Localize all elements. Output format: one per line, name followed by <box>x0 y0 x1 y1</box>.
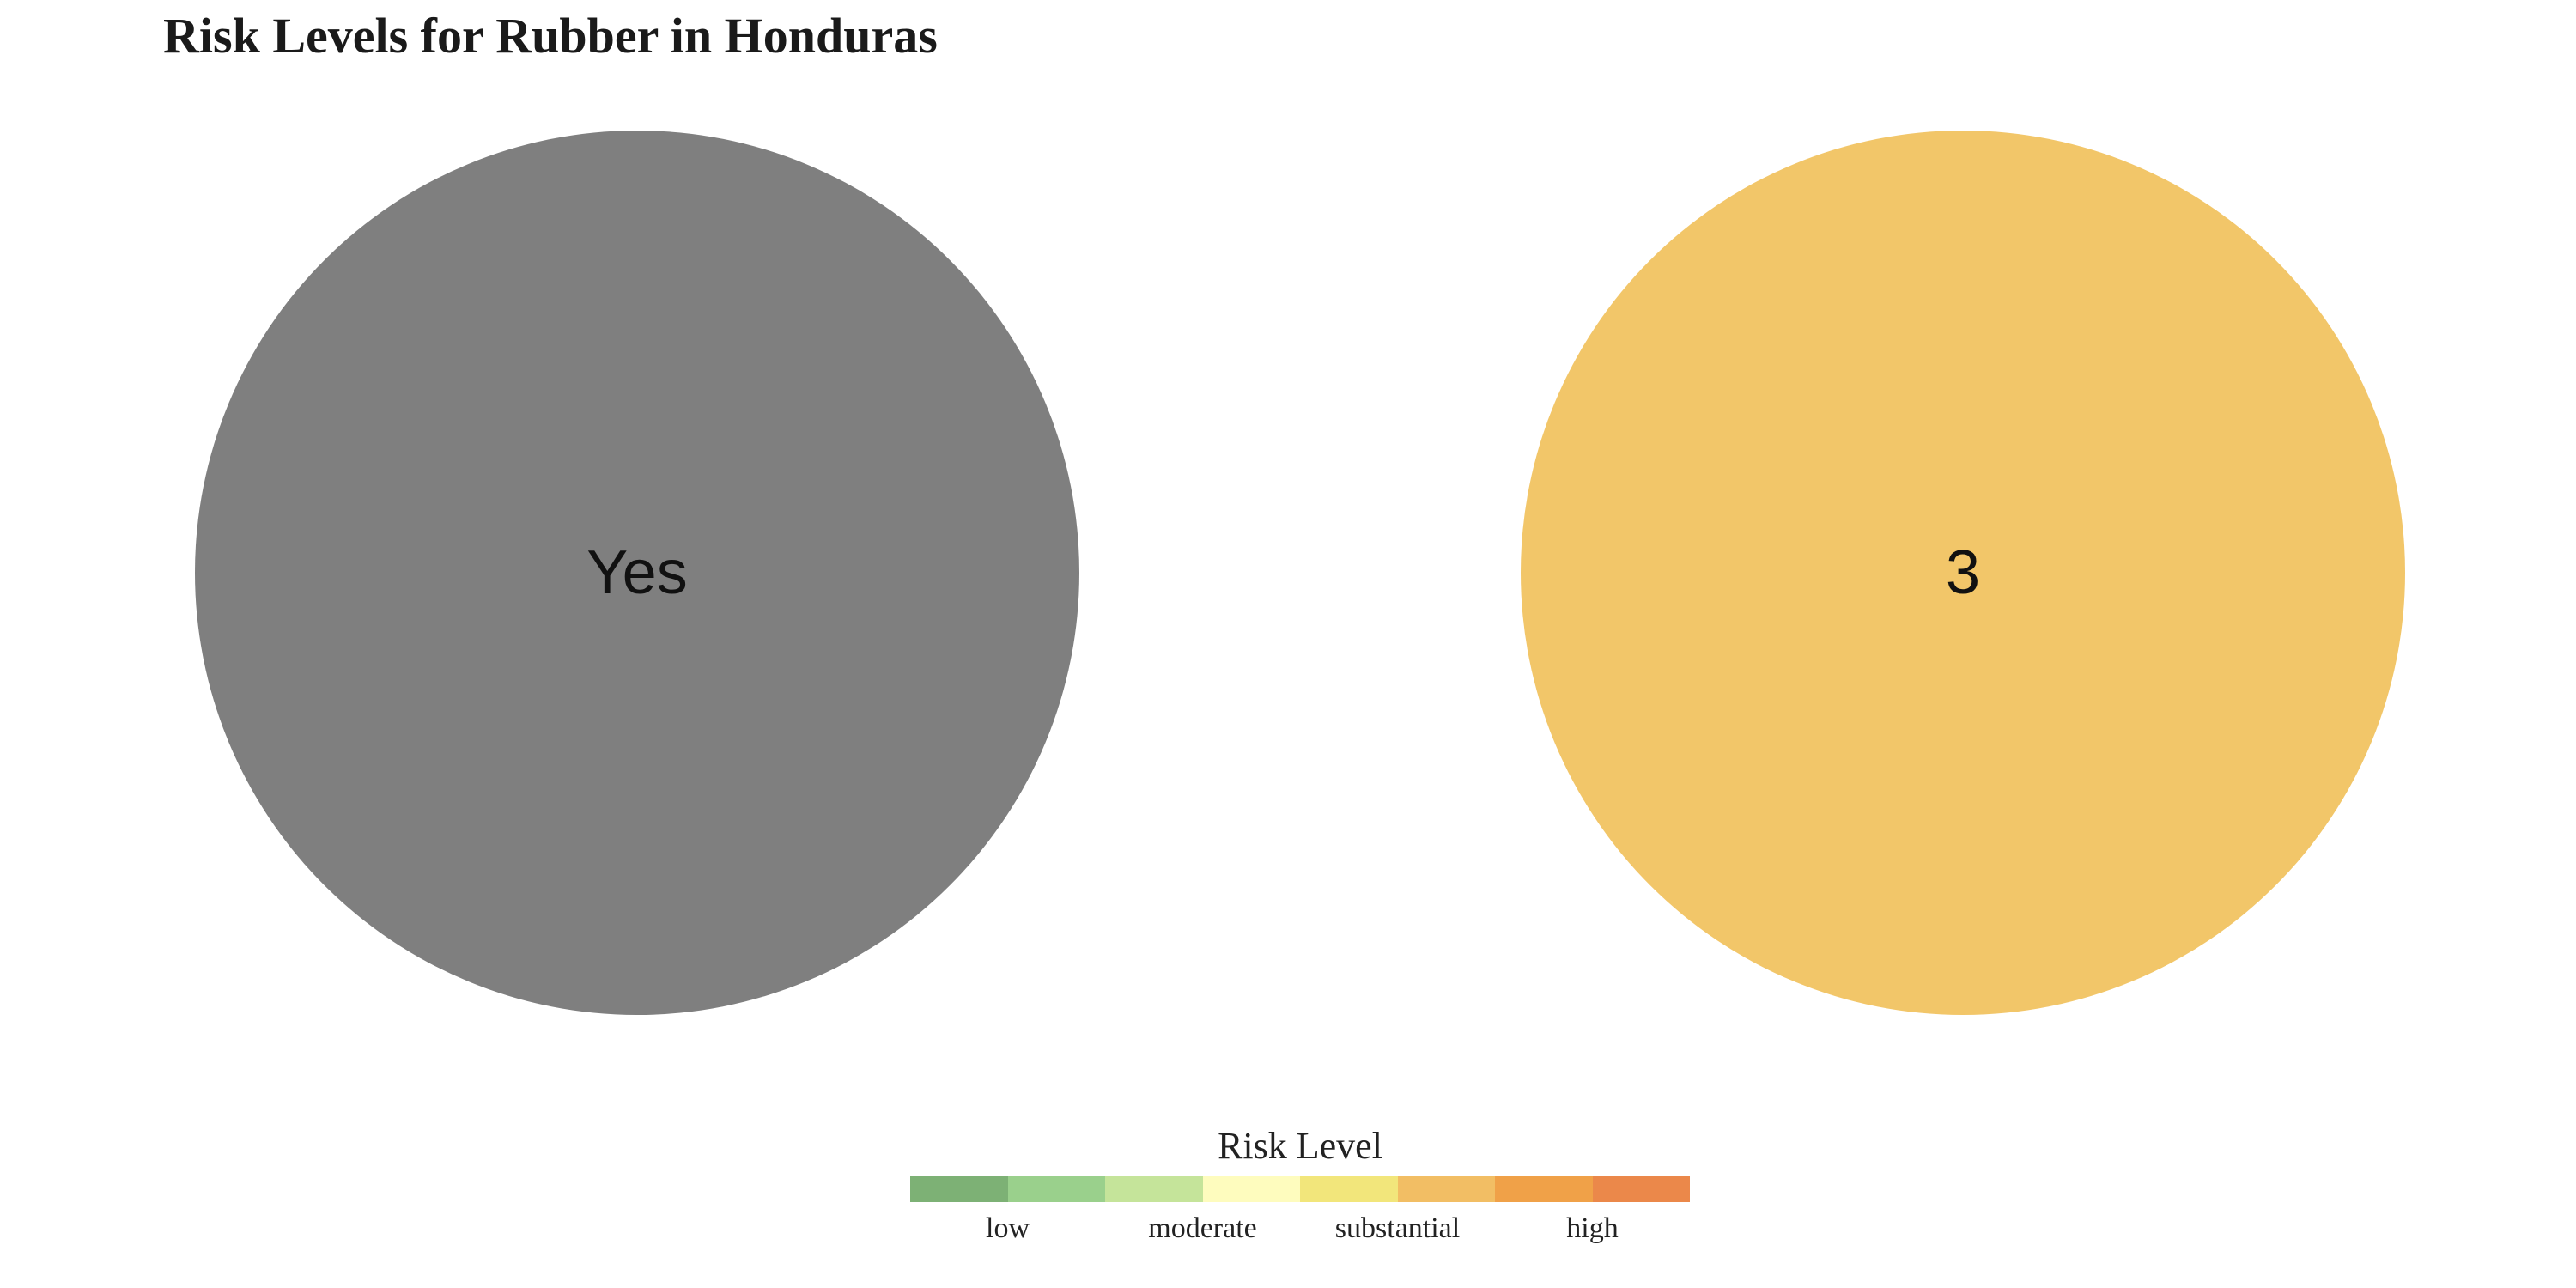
legend-labels: low moderate substantial high <box>910 1202 1690 1254</box>
legend-label-low: low <box>986 1212 1030 1244</box>
circle-risk-value: 3 <box>1521 131 2405 1015</box>
legend-swatch-8 <box>1592 1176 1690 1202</box>
legend-swatch-5 <box>1300 1176 1398 1202</box>
legend-swatch-2 <box>1007 1176 1105 1202</box>
legend-swatch-3 <box>1105 1176 1203 1202</box>
circle-yes: Yes <box>195 131 1079 1015</box>
legend-label-high: high <box>1566 1212 1619 1244</box>
circle-label-risk-value: 3 <box>1945 538 1981 607</box>
chart-title: Risk Levels for Rubber in Honduras <box>163 8 938 64</box>
legend-label-substantial: substantial <box>1334 1212 1461 1244</box>
legend-color-bar <box>910 1176 1690 1202</box>
legend-swatch-1 <box>910 1176 1008 1202</box>
legend-swatch-6 <box>1397 1176 1495 1202</box>
risk-level-legend: Risk Level low moderate substantial high <box>910 1116 1690 1254</box>
legend-label-moderate: moderate <box>1148 1212 1257 1244</box>
legend-title: Risk Level <box>1218 1125 1382 1167</box>
legend-swatch-4 <box>1202 1176 1300 1202</box>
legend-swatch-7 <box>1495 1176 1593 1202</box>
circle-label-yes: Yes <box>586 538 688 607</box>
